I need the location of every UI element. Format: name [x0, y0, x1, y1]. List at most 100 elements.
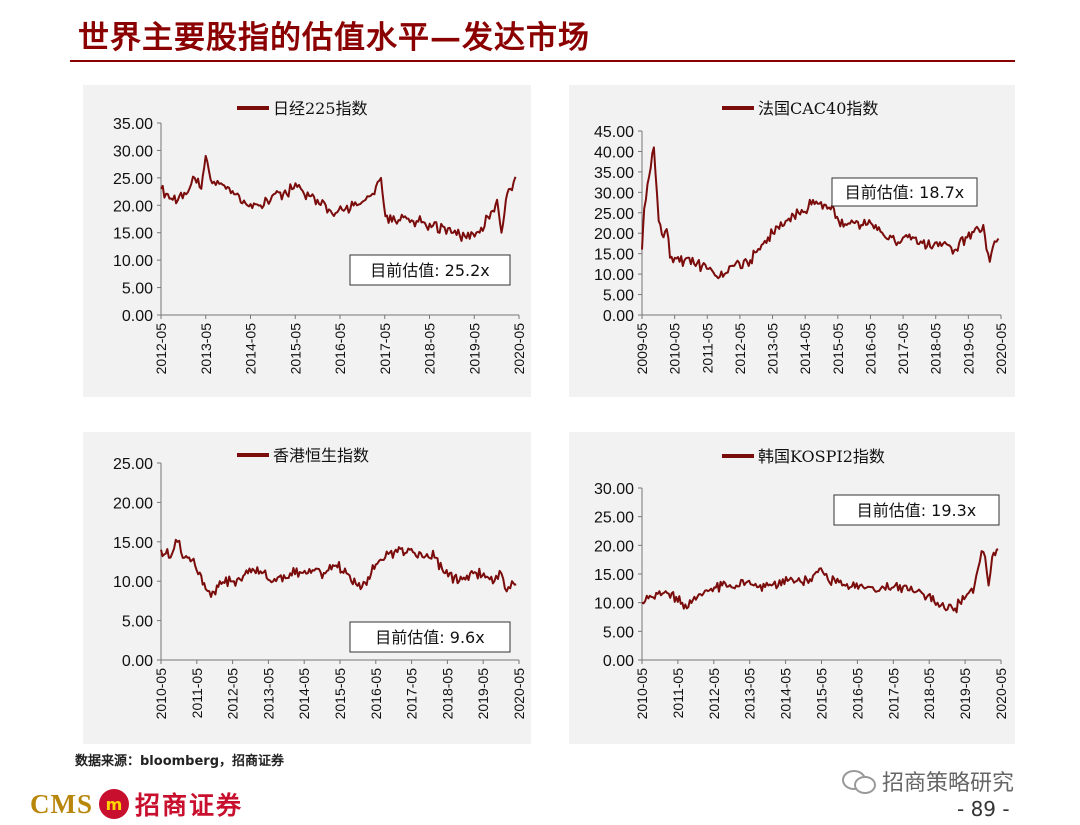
x-tick-label: 2019-05: [466, 323, 482, 375]
data-source: 数据来源：bloomberg，招商证券: [75, 754, 285, 769]
x-tick-label: 2014-05: [296, 668, 312, 720]
y-tick-label: 15.00: [594, 567, 634, 584]
page-number: - 89 -: [957, 797, 1010, 821]
x-tick-label: 2015-05: [814, 668, 830, 720]
x-tick-label: 2018-05: [921, 668, 937, 720]
x-tick-label: 2018-05: [439, 668, 455, 720]
x-tick-label: 2012-05: [706, 668, 722, 720]
legend-label: 香港恒生指数: [273, 446, 369, 465]
chart-panel-hangseng: 25.00 20.00 15.00 10.00 5.00 0.00 2010-05 2011-…: [83, 432, 531, 744]
y-tick-label: 0.00: [122, 308, 153, 325]
x-tick-label: 2011-05: [189, 668, 205, 719]
legend: 香港恒生指数: [237, 446, 369, 465]
x-tick-label: 2012-05: [153, 323, 169, 375]
annotation-box: [833, 494, 1000, 526]
series-line: [160, 538, 517, 598]
x-tick-label: 2013-05: [765, 323, 781, 375]
axes: 30.00 25.00 20.00 15.00 10.00 5.00 0.002010-05…: [594, 481, 1009, 719]
annotation: 目前估值: 9.6x: [349, 621, 511, 653]
series-line: [160, 154, 517, 242]
y-tick-label: 25.00: [594, 206, 634, 223]
y-tick-label: 40.00: [594, 144, 634, 161]
x-tick-label: 2013-05: [260, 668, 276, 720]
annotation-text: 目前估值: 18.7x: [845, 183, 965, 202]
y-tick-label: 15.00: [113, 226, 153, 243]
y-tick-label: 30.00: [594, 481, 634, 498]
x-tick-label: 2014-05: [243, 323, 259, 375]
y-tick-label: 15.00: [113, 535, 153, 552]
y-tick-label: 5.00: [603, 624, 634, 641]
x-tick-label: 2013-05: [742, 668, 758, 720]
legend: 韩国KOSPI2指数: [722, 447, 885, 466]
y-tick-label: 10.00: [113, 574, 153, 591]
x-tick-label: 2015-05: [287, 323, 303, 375]
series-line: [641, 146, 1000, 280]
y-tick-label: 10.00: [113, 253, 153, 270]
x-tick-label: 2020-05: [511, 323, 527, 375]
page-title: 世界主要股指的估值水平—发达市场: [78, 20, 590, 56]
x-tick-label: 2011-05: [699, 323, 715, 374]
y-tick-label: 20.00: [594, 226, 634, 243]
y-tick-label: 30.00: [113, 143, 153, 160]
annotation: 目前估值: 19.3x: [833, 494, 1000, 526]
x-tick-label: 2014-05: [797, 323, 813, 375]
title-rule: [70, 60, 1015, 62]
x-tick-label: 2009-05: [634, 323, 650, 375]
x-tick-label: 2010-05: [667, 323, 683, 375]
y-tick-label: 25.00: [594, 510, 634, 527]
y-tick-label: 25.00: [113, 456, 153, 473]
y-tick-label: 5.00: [122, 281, 153, 298]
x-tick-label: 2019-05: [957, 668, 973, 720]
chart-cac40: 45.00 40.00 35.00 30.00 25.00 20.00 15.00 10.00…: [594, 99, 1009, 374]
y-tick-label: 25.00: [113, 171, 153, 188]
axes: 45.00 40.00 35.00 30.00 25.00 20.00 15.00 10.00…: [594, 124, 1009, 374]
brand-emblem-icon: m: [99, 789, 129, 819]
annotation-text: 目前估值: 19.3x: [857, 501, 977, 520]
annotation-box: [831, 177, 978, 207]
y-tick-label: 15.00: [594, 247, 634, 264]
y-tick-label: 20.00: [594, 538, 634, 555]
x-tick-label: 2016-05: [849, 668, 865, 720]
x-tick-label: 2015-05: [830, 323, 846, 375]
x-tick-label: 2014-05: [778, 668, 794, 720]
annotation-text: 目前估值: 25.2x: [370, 261, 490, 280]
x-tick-label: 2020-05: [511, 668, 527, 720]
x-tick-label: 2012-05: [732, 323, 748, 375]
x-tick-label: 2015-05: [332, 668, 348, 720]
annotation-box: [349, 621, 511, 653]
x-tick-label: 2010-05: [634, 668, 650, 720]
legend-label: 韩国KOSPI2指数: [758, 447, 885, 466]
chart-panel-nikkei: 35.00 30.00 25.00 20.00 15.00 10.00 5.00 0.00 20…: [83, 85, 531, 397]
y-tick-label: 35.00: [594, 165, 634, 182]
x-tick-label: 2013-05: [198, 323, 214, 375]
legend-label: 日经225指数: [273, 99, 368, 118]
x-tick-label: 2010-05: [153, 668, 169, 720]
y-tick-label: 0.00: [603, 308, 634, 325]
y-tick-label: 10.00: [594, 596, 634, 613]
y-tick-label: 0.00: [603, 653, 634, 670]
annotation-text: 目前估值: 9.6x: [375, 628, 484, 647]
x-tick-label: 2016-05: [368, 668, 384, 720]
x-tick-label: 2017-05: [885, 668, 901, 720]
x-tick-label: 2016-05: [332, 323, 348, 375]
series-line: [641, 548, 999, 614]
y-tick-label: 35.00: [113, 116, 153, 133]
wechat-icon: [842, 770, 876, 794]
legend: 日经225指数: [237, 99, 368, 118]
x-tick-label: 2018-05: [422, 323, 438, 375]
brand-logo: CMS m 招商证券: [30, 786, 243, 822]
brand-en: CMS: [30, 788, 93, 819]
chart-panel-cac40: 45.00 40.00 35.00 30.00 25.00 20.00 15.00 10.00…: [569, 85, 1015, 397]
x-tick-label: 2017-05: [404, 668, 420, 720]
x-tick-label: 2016-05: [862, 323, 878, 375]
chart-nikkei: 35.0030.0025.0020.0015.0010.005.000.0020…: [113, 99, 527, 375]
y-tick-label: 0.00: [122, 653, 153, 670]
y-tick-label: 45.00: [594, 124, 634, 141]
x-tick-label: 2012-05: [225, 668, 241, 720]
chart-kospi2: 30.00 25.00 20.00 15.00 10.00 5.00 0.002010-05…: [594, 447, 1009, 719]
y-tick-label: 5.00: [603, 288, 634, 305]
x-tick-label: 2020-05: [993, 323, 1009, 375]
wechat-watermark: 招商策略研究: [842, 765, 1014, 797]
y-tick-label: 20.00: [113, 198, 153, 215]
